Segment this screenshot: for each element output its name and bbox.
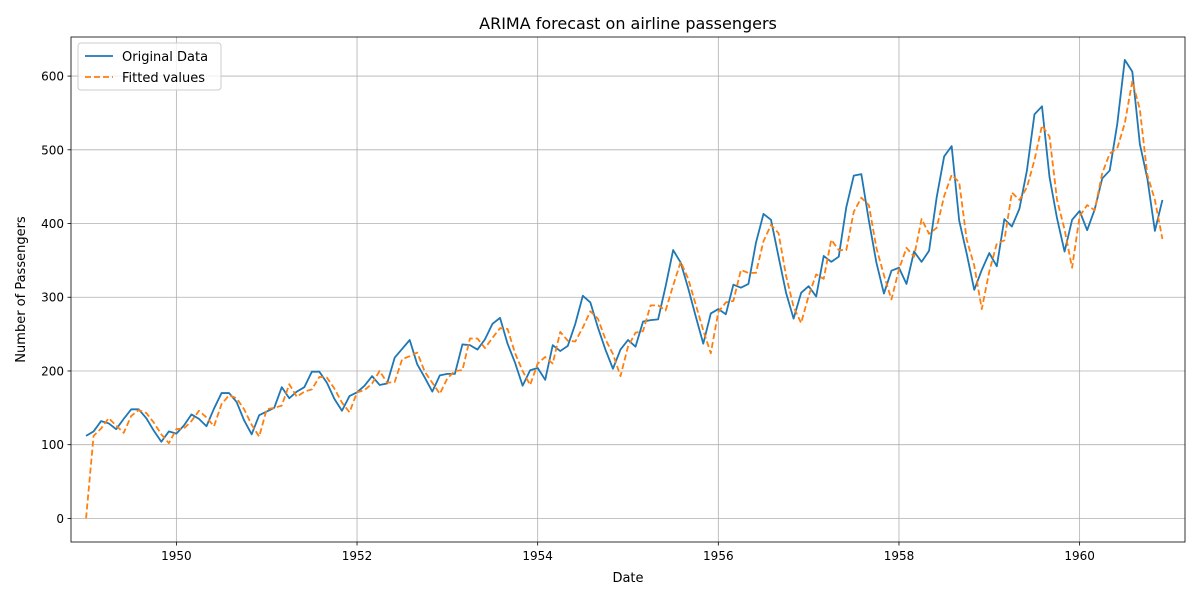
x-axis: 1950 1952 1954 1956 1958 1960 [161,542,1095,563]
x-tick-label: 1954 [522,549,553,563]
x-axis-title: Date [612,571,643,586]
y-tick-label: 300 [41,291,64,305]
y-axis-title: Number of Passengers [14,216,29,363]
x-tick-label: 1960 [1064,549,1095,563]
legend-label-original-data: Original Data [122,50,208,65]
y-tick-label: 400 [41,217,64,231]
grid-lines [71,37,1185,542]
series-layer [85,58,1164,519]
x-tick-label: 1956 [703,549,734,563]
y-axis: 0 100 200 300 400 500 600 [41,70,71,526]
x-tick-label: 1958 [884,549,915,563]
plot-area [70,36,1186,543]
legend: Original Data Fitted values [77,42,222,91]
y-tick-label: 0 [56,512,64,526]
x-tick-label: 1952 [342,549,373,563]
series-line-fitted-values [85,80,1164,519]
y-tick-label: 500 [41,143,64,157]
legend-label-fitted-values: Fitted values [122,71,205,86]
y-tick-label: 200 [41,364,64,378]
legend-box [77,42,222,91]
x-tick-label: 1950 [161,549,192,563]
y-tick-label: 600 [41,70,64,84]
y-tick-label: 100 [41,438,64,452]
series-line-original-data [85,58,1164,443]
chart-title: ARIMA forecast on airline passengers [479,14,777,33]
